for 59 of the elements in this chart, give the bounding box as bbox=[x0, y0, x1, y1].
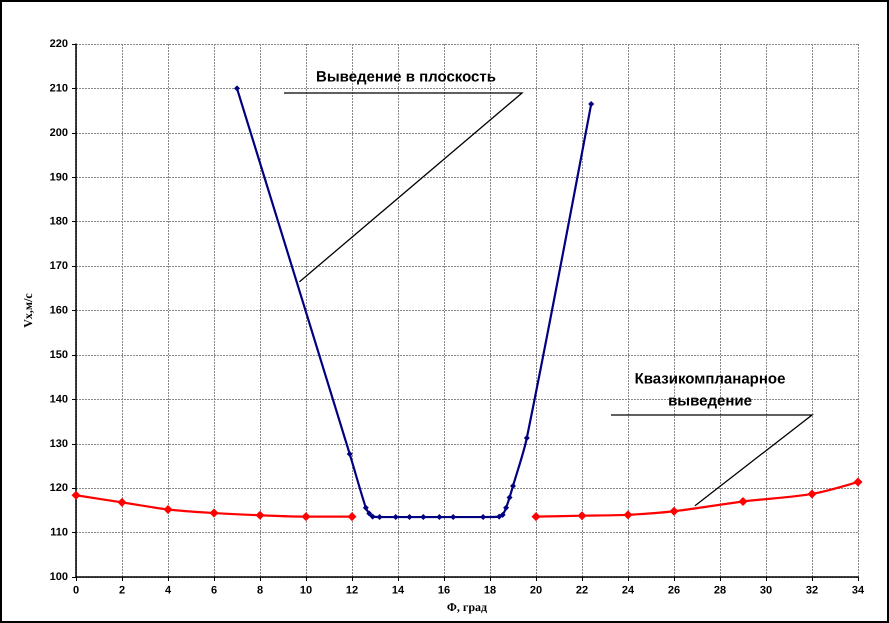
y-tick-label: 160 bbox=[50, 304, 68, 316]
y-tick-label: 180 bbox=[50, 216, 68, 228]
x-tick-label: 34 bbox=[852, 584, 865, 596]
x-tick-label: 20 bbox=[530, 584, 542, 596]
x-tick-label: 26 bbox=[668, 584, 680, 596]
point bbox=[588, 100, 594, 107]
point bbox=[854, 477, 862, 486]
y-tick-label: 100 bbox=[50, 571, 68, 583]
annotation: Квазикомпланарное выведение bbox=[634, 370, 786, 410]
point bbox=[366, 510, 372, 516]
x-tick-label: 30 bbox=[760, 584, 772, 596]
x-tick-label: 0 bbox=[72, 584, 80, 596]
y-tick-label: 110 bbox=[50, 526, 68, 539]
point bbox=[532, 512, 540, 522]
point bbox=[524, 434, 530, 441]
x-tick-label: 18 bbox=[484, 584, 496, 596]
x-tick-label: 2 bbox=[118, 584, 126, 596]
point bbox=[210, 508, 218, 518]
x-tick-label: 10 bbox=[300, 584, 312, 596]
point bbox=[738, 496, 748, 506]
x-tick-label: 22 bbox=[576, 584, 588, 596]
point bbox=[348, 512, 356, 522]
y-tick-label: 150 bbox=[50, 348, 68, 361]
y-tick-label: 140 bbox=[50, 393, 68, 406]
point bbox=[118, 498, 126, 507]
point bbox=[346, 450, 353, 457]
point bbox=[362, 504, 369, 511]
point bbox=[302, 512, 310, 522]
annotation: Выведение в плоскость bbox=[316, 68, 496, 86]
x-tick-label: 28 bbox=[714, 584, 726, 596]
y-tick-label: 170 bbox=[50, 260, 68, 272]
x-tick-label: 6 bbox=[210, 584, 218, 596]
point bbox=[578, 511, 586, 520]
x-tick-label: 4 bbox=[164, 584, 172, 596]
y-axis-title: Vx,м/с bbox=[21, 292, 35, 328]
point bbox=[503, 504, 510, 511]
y-tick-label: 130 bbox=[50, 438, 68, 450]
y-tick-label: 220 bbox=[50, 38, 68, 50]
x-axis-title: Φ, град bbox=[446, 600, 488, 614]
x-tick-label: 16 bbox=[438, 584, 450, 596]
x-tick-label: 32 bbox=[806, 584, 818, 596]
point bbox=[670, 506, 678, 516]
point bbox=[500, 512, 506, 518]
y-tick-label: 210 bbox=[50, 82, 68, 94]
y-tick-label: 190 bbox=[50, 171, 68, 184]
x-tick-label: 24 bbox=[622, 584, 635, 596]
point bbox=[506, 494, 513, 500]
y-tick-label: 120 bbox=[50, 482, 68, 494]
point bbox=[234, 85, 240, 92]
point bbox=[808, 489, 816, 498]
point bbox=[256, 510, 264, 520]
x-tick-label: 14 bbox=[392, 584, 405, 596]
x-tick-label: 8 bbox=[256, 584, 264, 596]
x-tick-label: 12 bbox=[346, 584, 358, 596]
point bbox=[164, 504, 172, 514]
point bbox=[72, 490, 80, 500]
point bbox=[624, 510, 632, 520]
point bbox=[510, 482, 516, 489]
y-tick-label: 200 bbox=[50, 126, 68, 139]
